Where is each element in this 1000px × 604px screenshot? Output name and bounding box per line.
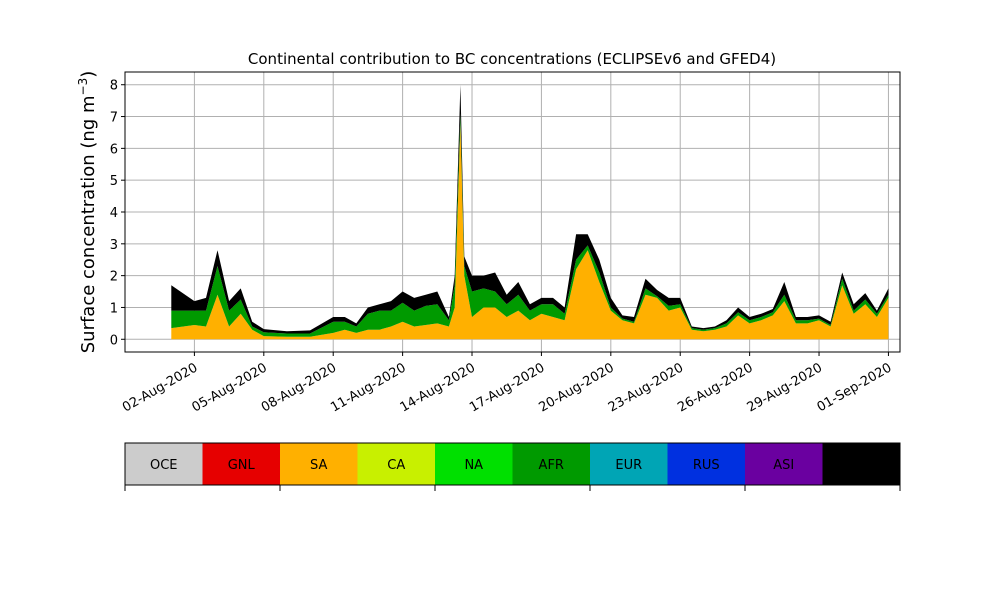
y-tick-label: 5 <box>110 174 118 189</box>
legend-label-rus: RUS <box>693 458 720 473</box>
legend-swatch-ca <box>357 443 435 485</box>
colorbar-legend: OCE GNL SA CA NA AFR EUR RUS ASI AUS <box>124 442 901 491</box>
y-axis-ticks: 0 1 2 3 4 5 6 7 8 <box>110 79 125 348</box>
y-axis-label-exponent: −3 <box>76 78 90 96</box>
legend-swatch-asi <box>745 443 823 485</box>
legend-swatch-aus <box>822 443 900 485</box>
legend-label-sa: SA <box>310 458 327 473</box>
y-tick-label: 4 <box>110 206 118 221</box>
legend-swatch-oce <box>125 443 203 485</box>
area-series-afr <box>171 113 889 337</box>
y-tick-label: 3 <box>110 238 118 253</box>
legend-swatch-afr <box>512 443 590 485</box>
legend-label-oce: OCE <box>150 458 178 473</box>
y-tick-label: 8 <box>110 79 118 94</box>
area-series-sa <box>171 122 889 340</box>
legend-swatch-sa <box>280 443 358 485</box>
grid-lines <box>125 72 900 352</box>
y-axis-label-close: ) <box>78 71 99 78</box>
y-tick-label: 7 <box>110 111 118 126</box>
legend-label-aus: AUS <box>848 458 875 473</box>
legend-swatch-na <box>435 443 513 485</box>
legend-label-gnl: GNL <box>228 458 256 473</box>
y-axis-label-main: Surface concentration (ng m <box>78 95 99 353</box>
legend-label-afr: AFR <box>539 458 564 473</box>
y-tick-label: 6 <box>110 142 118 157</box>
y-tick-label: 1 <box>110 301 118 316</box>
y-axis-label: Surface concentration (ng m−3) <box>76 71 99 354</box>
legend-label-eur: EUR <box>615 458 642 473</box>
legend-label-ca: CA <box>387 458 405 473</box>
legend-swatch-eur <box>590 443 668 485</box>
y-tick-label: 2 <box>110 270 118 285</box>
y-tick-label: 0 <box>110 333 118 348</box>
legend-swatch-rus <box>667 443 745 485</box>
legend-swatch-gnl <box>202 443 280 485</box>
legend-frame <box>124 442 901 486</box>
legend-label-na: NA <box>464 458 483 473</box>
stacked-areas <box>171 84 889 340</box>
legend-label-asi: ASI <box>773 458 794 473</box>
chart-title: Continental contribution to BC concentra… <box>248 50 776 68</box>
